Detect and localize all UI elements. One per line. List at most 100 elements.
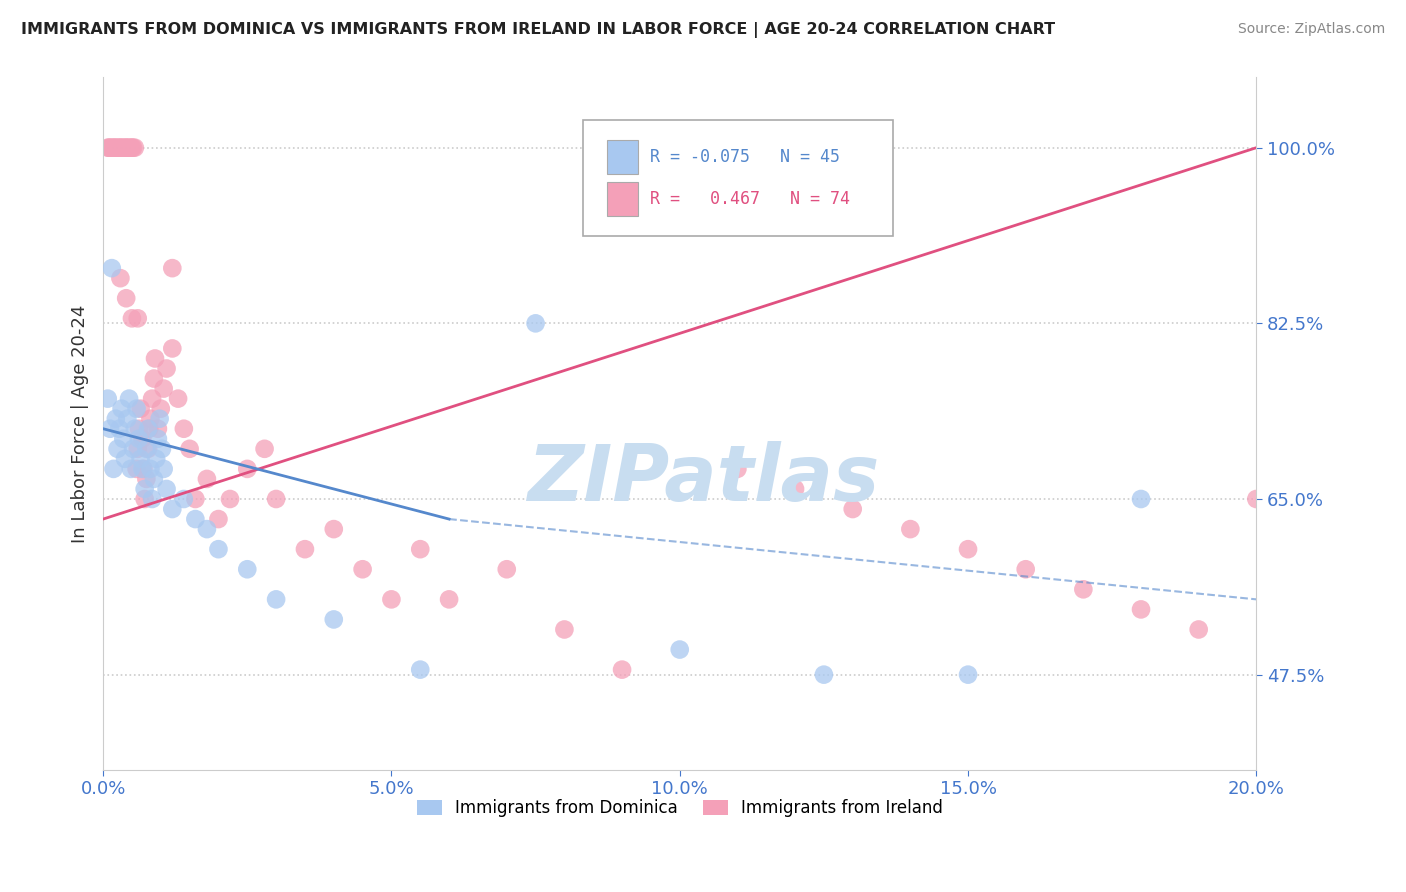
Point — [136, 422, 159, 436]
Point — [173, 422, 195, 436]
Point — [108, 422, 131, 436]
Point — [108, 141, 131, 155]
Point — [127, 311, 149, 326]
Point — [146, 422, 169, 436]
Point — [264, 592, 287, 607]
Point — [138, 422, 160, 436]
Text: ZIPatlas: ZIPatlas — [527, 442, 879, 517]
Point — [179, 442, 201, 456]
Text: R =   0.467   N = 74: R = 0.467 N = 74 — [650, 190, 849, 208]
Point — [110, 271, 132, 285]
Point — [155, 361, 177, 376]
Point — [134, 482, 156, 496]
Point — [128, 422, 150, 436]
Point — [110, 141, 132, 155]
Point — [115, 291, 138, 305]
Point — [110, 141, 132, 155]
Point — [107, 141, 129, 155]
Text: IMMIGRANTS FROM DOMINICA VS IMMIGRANTS FROM IRELAND IN LABOR FORCE | AGE 20-24 C: IMMIGRANTS FROM DOMINICA VS IMMIGRANTS F… — [21, 22, 1056, 38]
Point — [98, 422, 121, 436]
Point — [162, 502, 184, 516]
Point — [668, 141, 690, 155]
Point — [195, 472, 218, 486]
Point — [141, 392, 163, 406]
Point — [1015, 562, 1038, 576]
Y-axis label: In Labor Force | Age 20-24: In Labor Force | Age 20-24 — [72, 304, 89, 543]
Point — [121, 311, 143, 326]
Point — [162, 342, 184, 356]
Point — [1130, 491, 1153, 506]
Point — [253, 442, 276, 456]
Point — [114, 141, 136, 155]
Point — [141, 491, 163, 506]
Point — [207, 542, 229, 557]
Point — [142, 371, 165, 385]
Point — [117, 141, 139, 155]
Point — [352, 562, 374, 576]
Point — [112, 432, 135, 446]
Point — [1130, 602, 1153, 616]
Point — [1246, 491, 1268, 506]
Point — [149, 411, 172, 425]
Point — [110, 401, 132, 416]
Point — [783, 482, 806, 496]
Point — [184, 491, 207, 506]
Point — [219, 491, 242, 506]
Point — [129, 401, 152, 416]
Point — [150, 442, 173, 456]
Point — [610, 663, 633, 677]
Point — [128, 432, 150, 446]
Point — [322, 612, 344, 626]
Legend: Immigrants from Dominica, Immigrants from Ireland: Immigrants from Dominica, Immigrants fro… — [411, 793, 949, 824]
Point — [103, 141, 125, 155]
Point — [136, 442, 159, 456]
Point — [957, 542, 980, 557]
Point — [117, 411, 139, 425]
Point — [149, 401, 172, 416]
Point — [135, 442, 157, 456]
Point — [132, 462, 155, 476]
Point — [104, 141, 127, 155]
Point — [118, 141, 141, 155]
Point — [380, 592, 402, 607]
Point — [101, 261, 124, 276]
Point — [101, 141, 124, 155]
Point — [112, 141, 135, 155]
Point — [104, 141, 127, 155]
Point — [236, 562, 259, 576]
Point — [152, 462, 174, 476]
Point — [134, 491, 156, 506]
Point — [98, 141, 121, 155]
Point — [114, 451, 136, 466]
Point — [97, 392, 120, 406]
Point — [122, 442, 145, 456]
Point — [120, 141, 142, 155]
Point — [145, 451, 167, 466]
Point — [135, 472, 157, 486]
Point — [841, 502, 863, 516]
Point — [104, 411, 127, 425]
Point — [118, 392, 141, 406]
Point — [236, 462, 259, 476]
Point — [146, 432, 169, 446]
Point — [553, 623, 575, 637]
Point — [139, 462, 162, 476]
Point — [125, 401, 148, 416]
Text: Source: ZipAtlas.com: Source: ZipAtlas.com — [1237, 22, 1385, 37]
Point — [103, 462, 125, 476]
Point — [437, 592, 460, 607]
Point — [264, 491, 287, 506]
Point — [97, 141, 120, 155]
Point — [107, 442, 129, 456]
Point — [121, 141, 143, 155]
Point — [294, 542, 316, 557]
Point — [813, 667, 835, 681]
Point — [139, 411, 162, 425]
Point — [131, 462, 153, 476]
Point — [115, 141, 138, 155]
Point — [124, 141, 146, 155]
Point — [124, 422, 146, 436]
Point — [129, 451, 152, 466]
Point — [1188, 623, 1211, 637]
Point — [131, 432, 153, 446]
